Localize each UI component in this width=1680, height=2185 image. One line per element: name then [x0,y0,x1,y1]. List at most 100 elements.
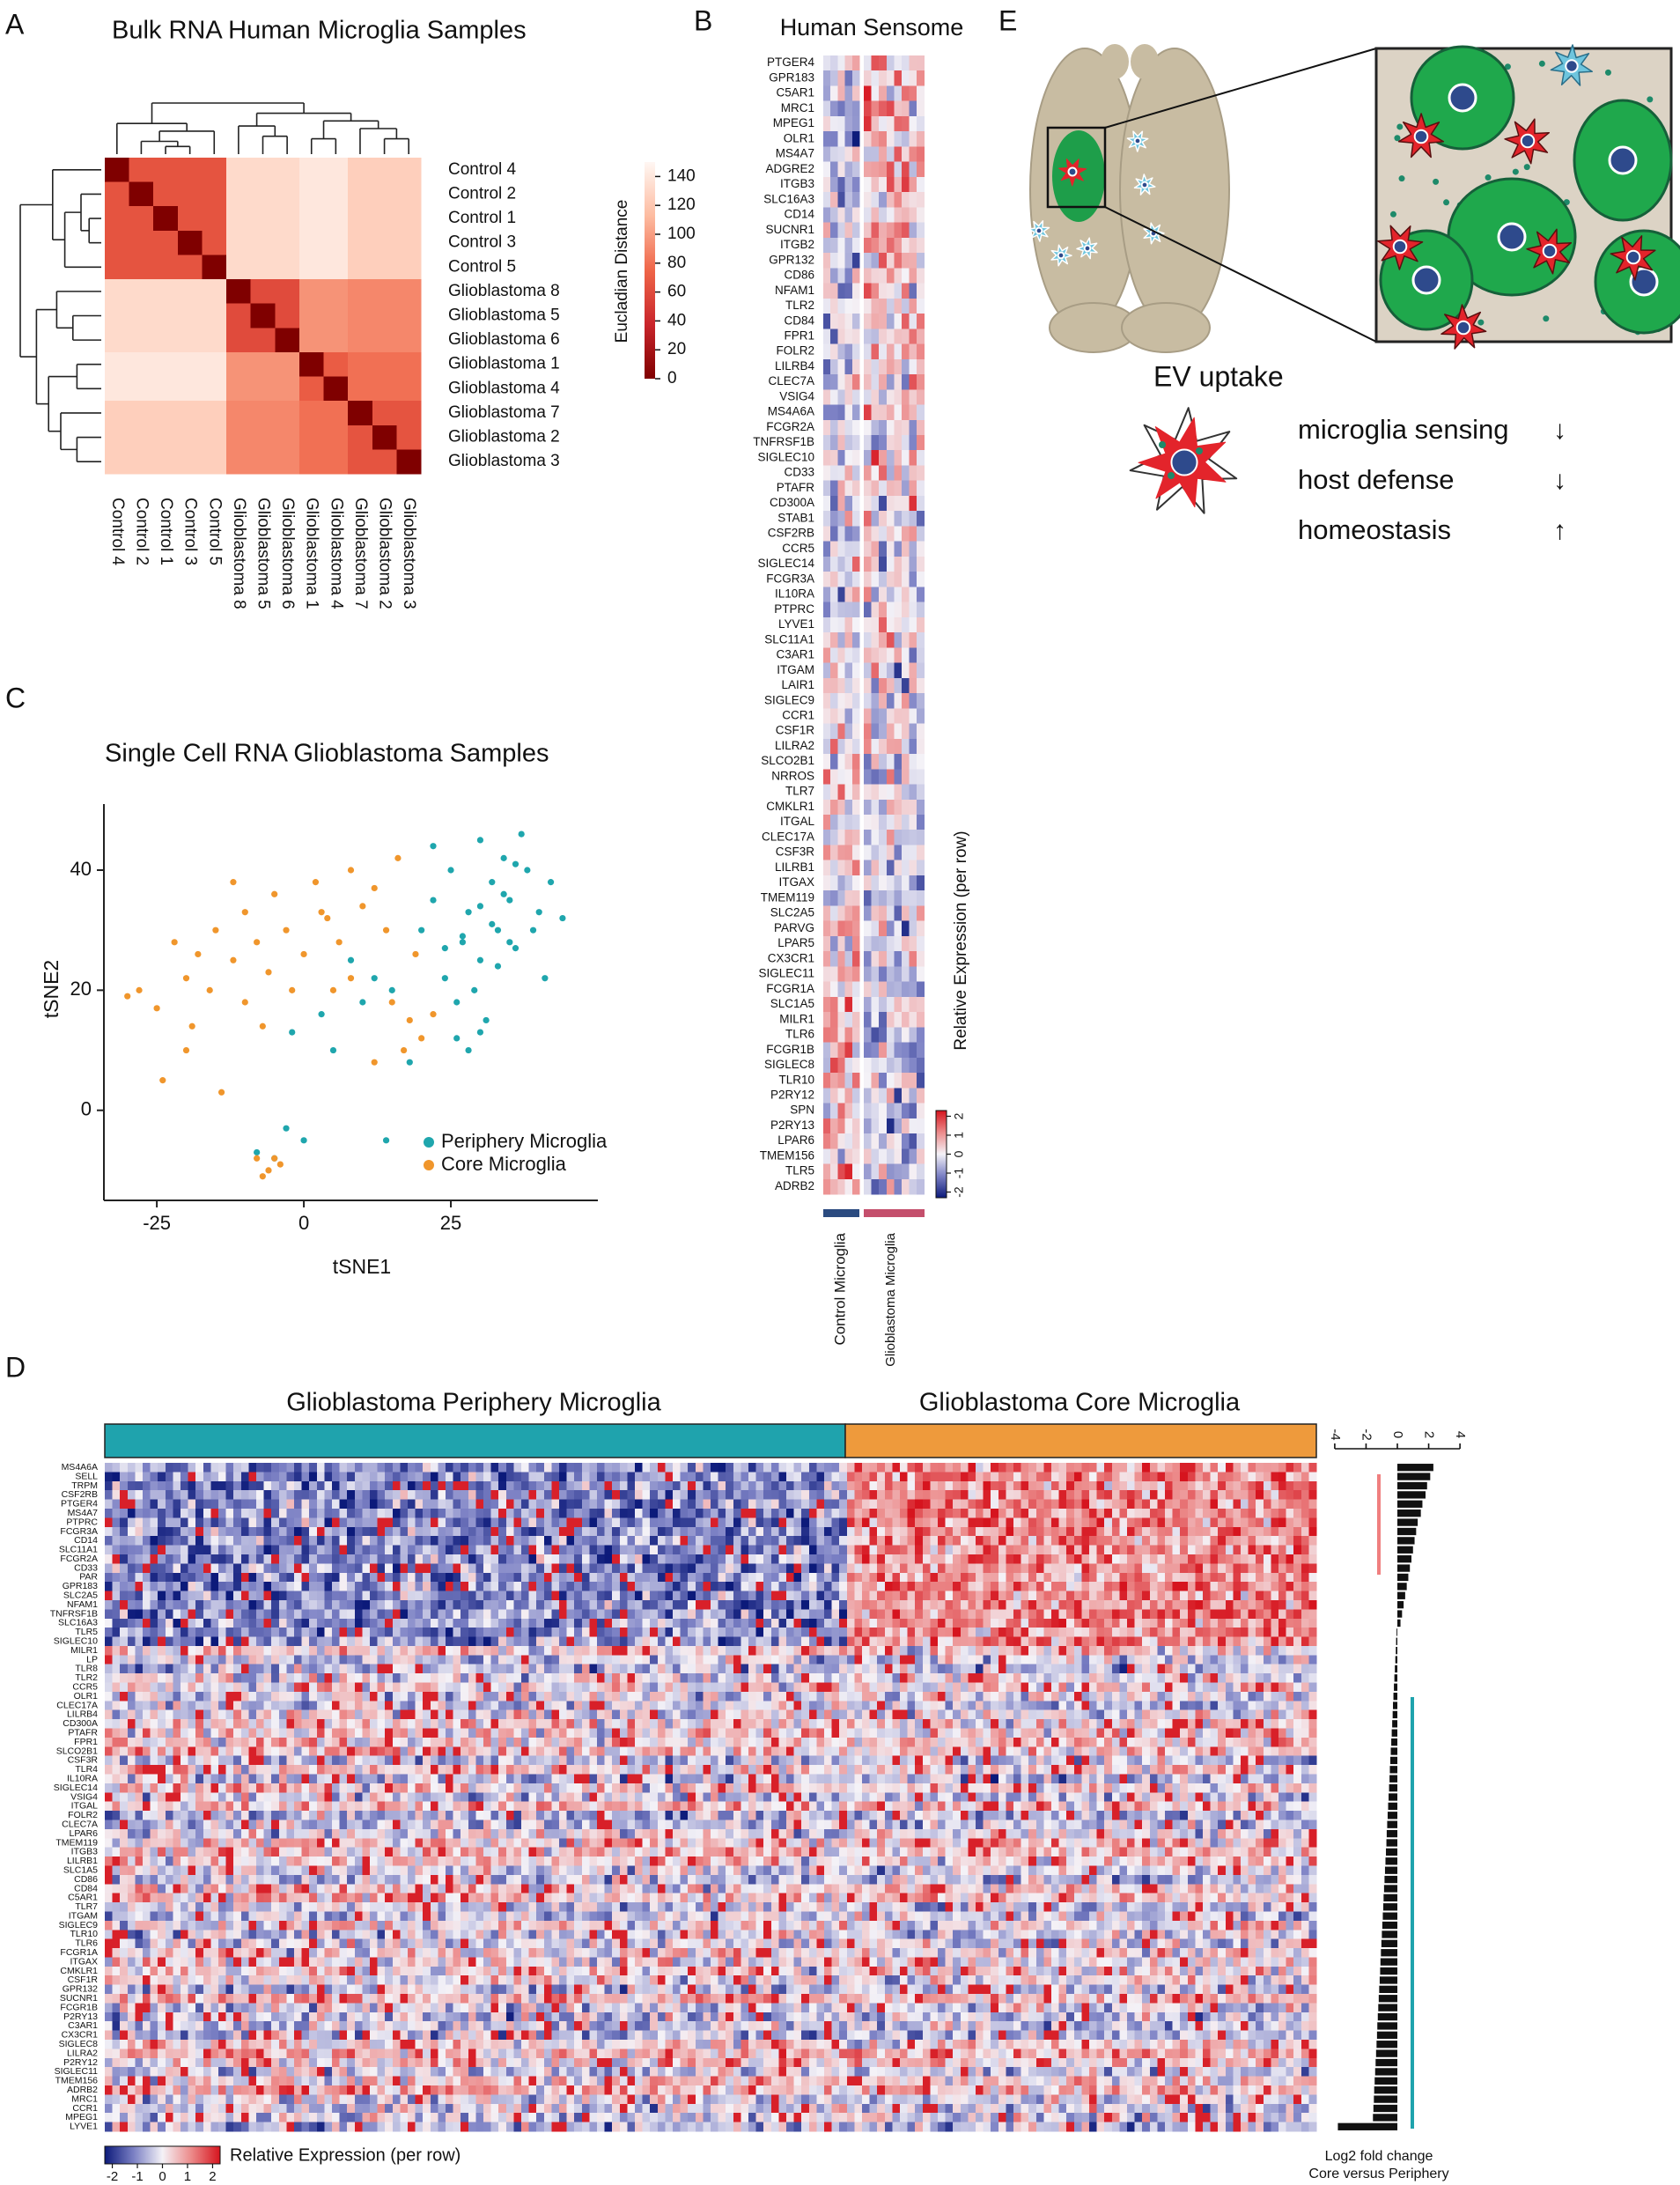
heatmap-cell [543,1472,552,1482]
heatmap-cell [446,1480,453,1491]
heatmap-cell [642,1517,651,1528]
heatmap-cell [894,708,903,724]
heatmap-cell [1233,1636,1242,1647]
heatmap-cell [844,1133,853,1149]
heatmap-cell [181,1572,188,1583]
heatmap-cell [846,1618,855,1628]
heatmap-cell [294,1545,302,1555]
heatmap-cell [1066,1554,1075,1564]
heatmap-cell [851,314,860,329]
heatmap-cell [741,1628,749,1637]
heatmap-cell [1233,1609,1242,1620]
heatmap-cell [438,1480,446,1491]
heatmap-cell [150,1563,158,1574]
row-label: VSIG4 [779,389,814,402]
heatmap-cell [778,1463,787,1473]
heatmap-cell [816,1536,825,1546]
heatmap-cell [597,1628,605,1637]
heatmap-cell [143,1490,151,1500]
heatmap-cell [665,1591,674,1601]
heatmap-cell [650,1499,659,1510]
heatmap-cell [105,1563,113,1574]
heatmap-cell [823,328,831,344]
heatmap-cell [566,1599,575,1610]
heatmap-cell [105,1463,113,1473]
heatmap-cell [278,1499,287,1510]
heatmap-cell [983,1517,991,1528]
heatmap-cell [635,1582,643,1591]
heatmap-cell [143,1609,151,1620]
heatmap-cell [248,1472,257,1482]
heatmap-cell [1006,1517,1014,1528]
heatmap-cell [1051,1609,1059,1620]
heatmap-cell [1248,1582,1256,1591]
heatmap-cell [1149,1508,1158,1518]
heatmap-cell [909,541,917,557]
heatmap-cell [377,1572,386,1583]
heatmap-cell [240,1563,249,1574]
heatmap-cell [844,541,853,557]
heatmap-cell [894,1073,903,1089]
heatmap-cell [612,1645,621,1656]
heatmap-cell [158,1526,166,1537]
heatmap-cell [635,1655,643,1665]
heatmap-cell [347,1599,356,1610]
heatmap-cell [301,1536,310,1546]
heatmap-cell [294,1554,302,1564]
point [529,926,537,934]
heatmap-cell [505,1526,514,1537]
heatmap-cell [195,1463,204,1473]
heatmap-cell [902,70,910,86]
heatmap-cell [627,1508,636,1518]
heatmap-cell [960,1636,969,1647]
heatmap-cell [1301,1480,1309,1491]
heatmap-cell [711,1517,718,1528]
heatmap-cell [801,1563,810,1574]
heatmap-cell [1073,1591,1082,1601]
heatmap-cell [1278,1526,1286,1537]
heatmap-cell [309,1536,318,1546]
heatmap-cell [844,55,853,71]
heatmap-cell [823,815,831,830]
heatmap-cell [718,1472,726,1482]
heatmap-cell [423,1645,431,1656]
heatmap-cell [871,207,880,223]
heatmap-cell [370,1463,378,1473]
heatmap-cell [823,632,831,648]
heatmap-cell [1142,1572,1151,1583]
heatmap-cell [581,1526,590,1537]
heatmap-cell [998,1582,1006,1591]
heatmap-cell [446,1628,453,1637]
heatmap-cell [1058,1655,1067,1665]
heatmap-cell [851,161,860,178]
heatmap-cell [902,662,910,679]
heatmap-cell [907,1609,916,1620]
heatmap-cell [998,1517,1006,1528]
heatmap-cell [105,1636,113,1647]
heatmap-cell [960,1526,969,1537]
heatmap-cell [188,1463,196,1473]
heatmap-cell [1165,1554,1173,1564]
heatmap-cell [354,1572,363,1583]
heatmap-cell [248,1645,257,1656]
heatmap-cell [778,1490,787,1500]
heatmap-cell [521,1628,529,1637]
heatmap-cell [385,1636,394,1647]
heatmap-cell [604,1508,613,1518]
heatmap-cell [263,1645,272,1656]
heatmap-cell [673,1572,681,1583]
heatmap-cell [635,1645,643,1656]
heatmap-cell [831,1645,840,1656]
heatmap-cell [392,1599,401,1610]
heatmap-cell [559,1645,567,1656]
heatmap-cell [945,1609,954,1620]
heatmap-cell [597,1636,605,1647]
heatmap-cell [195,1582,204,1591]
heatmap-cell [1225,1572,1234,1583]
heatmap-cell [830,677,838,694]
heatmap-cell [1142,1536,1151,1546]
heatmap-cell [1142,1490,1151,1500]
heatmap-cell [665,1628,674,1637]
heatmap-cell [786,1591,794,1601]
heatmap-cell [105,1655,113,1665]
